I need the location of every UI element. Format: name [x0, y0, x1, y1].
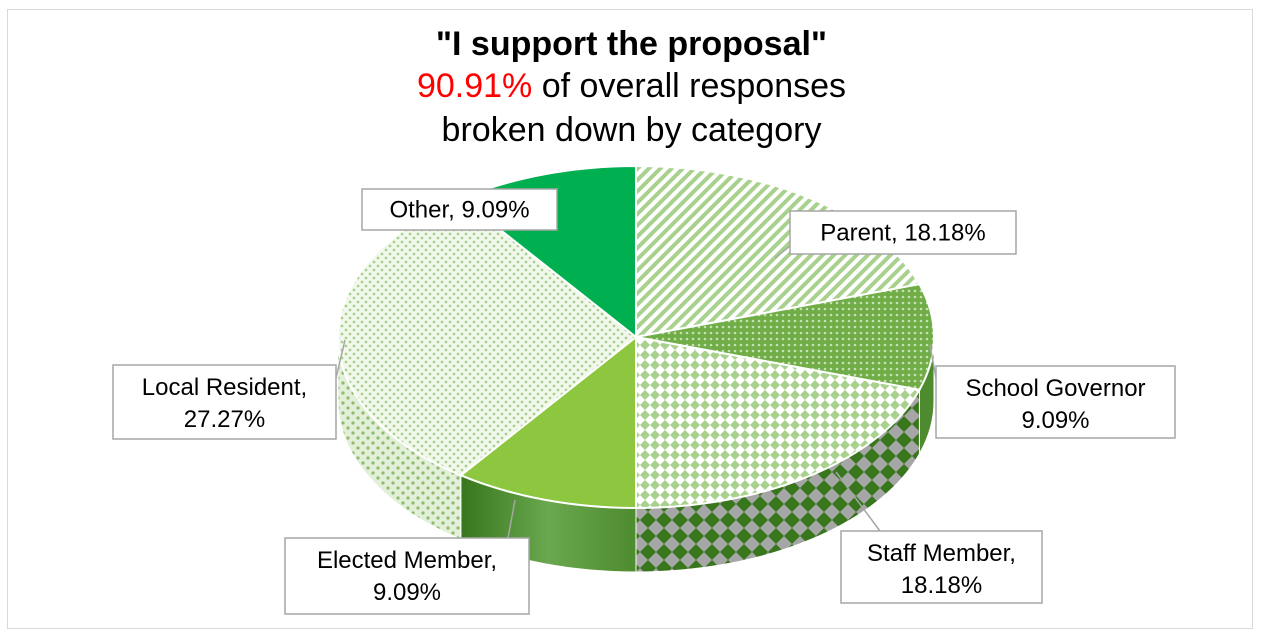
- chart-subtitle-rest: of overall responses: [532, 67, 847, 105]
- leader-line-local-resident: [335, 339, 346, 379]
- label-box-other: [361, 188, 558, 231]
- label-box-school-governor: [935, 365, 1176, 439]
- data-value-elected-member: 9.09%: [373, 579, 441, 606]
- label-box-parent: [789, 210, 1017, 255]
- data-label-parent: Parent, 18.18%: [820, 220, 985, 247]
- data-label-elected-member: Elected Member,: [317, 547, 497, 574]
- pie-labels: Parent, 18.18% School Governor 9.09% Staff …: [112, 188, 1176, 615]
- data-label-other: Other, 9.09%: [389, 197, 529, 224]
- chart-subtitle: 90.91% of overall responses: [0, 64, 1263, 108]
- pie-slices: [337, 164, 935, 510]
- pie-slice-elected-member: [458, 334, 637, 510]
- leader-line-parent: [774, 245, 791, 259]
- data-value-local-resident: 27.27%: [184, 406, 265, 433]
- data-value-staff-member: 18.18%: [901, 572, 982, 599]
- pie-slice-school-governor: [635, 283, 935, 391]
- pie-slice-parent: [635, 164, 921, 339]
- data-value-school-governor: 9.09%: [1021, 407, 1089, 434]
- chart-subtitle-highlight: 90.91%: [416, 67, 533, 105]
- leader-line-staff-member: [835, 471, 881, 532]
- pie-slice-staff-member: [635, 335, 921, 510]
- data-label-staff-member: Staff Member,: [867, 540, 1016, 567]
- label-box-elected-member: [284, 537, 530, 615]
- label-box-staff-member: [840, 530, 1043, 604]
- chart-title: "I support the proposal": [435, 25, 828, 63]
- data-label-school-governor: School Governor: [965, 375, 1145, 402]
- chart-subtitle-line2: broken down by category: [441, 111, 822, 149]
- label-box-local-resident: [112, 364, 337, 440]
- leader-line-school-governor: [929, 344, 937, 379]
- leader-line-elected-member: [507, 499, 516, 539]
- data-label-local-resident: Local Resident,: [142, 374, 307, 401]
- chart-title-block: "I support the proposal" 90.91% of overa…: [0, 24, 1263, 152]
